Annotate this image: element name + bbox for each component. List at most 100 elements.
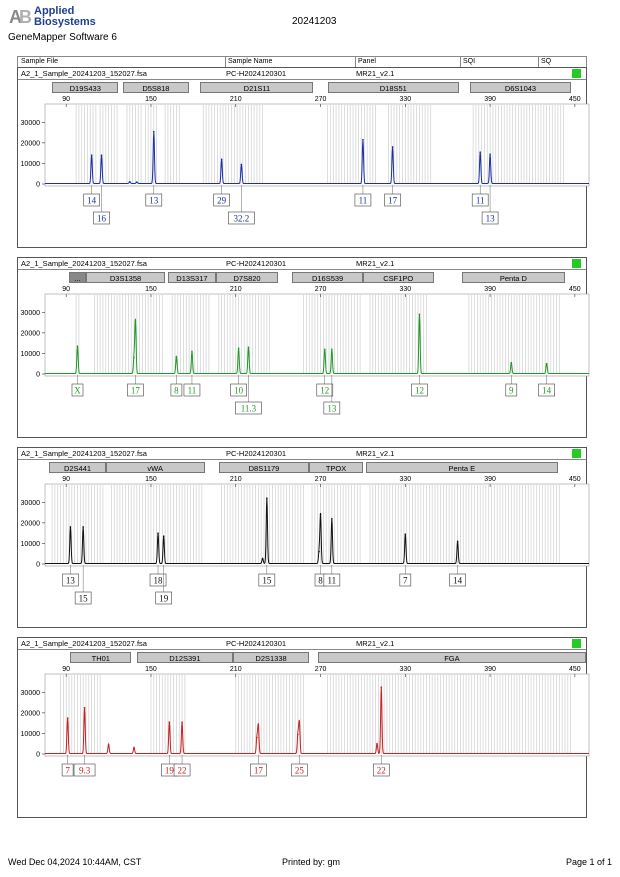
x-tick-label: 270: [314, 666, 327, 673]
allele-call[interactable]: 13: [323, 375, 341, 415]
marker-label[interactable]: CSF1PO: [362, 272, 434, 283]
marker-label[interactable]: D13S317: [167, 272, 216, 283]
marker-label[interactable]: FGA: [317, 652, 587, 663]
allele-call[interactable]: 12: [316, 375, 334, 397]
allele-call[interactable]: 22: [372, 755, 390, 777]
allele-call[interactable]: 11: [323, 565, 341, 587]
allele-call[interactable]: 9: [505, 375, 518, 397]
allele-call[interactable]: 32.2: [228, 185, 255, 225]
allele-call[interactable]: 9.3: [73, 755, 96, 777]
allele-call[interactable]: 7: [399, 565, 412, 587]
marker-label[interactable]: Penta D: [461, 272, 565, 283]
allele-call[interactable]: 15: [258, 565, 276, 587]
marker-label[interactable]: D19S433: [52, 82, 119, 93]
marker-label[interactable]: D5S818: [122, 82, 190, 93]
allele-call-label: 19: [165, 766, 175, 776]
marker-label[interactable]: D2S1338: [232, 652, 310, 663]
marker-label[interactable]: D21S11: [200, 82, 314, 93]
allele-bin-range: [75, 105, 97, 184]
allele-call[interactable]: 13: [145, 185, 163, 207]
allele-call[interactable]: 11: [354, 185, 372, 207]
marker-label[interactable]: TH01: [70, 652, 132, 663]
marker-label[interactable]: D2S441: [49, 462, 106, 473]
allele-call[interactable]: 17: [127, 375, 144, 397]
x-tick-label: 450: [569, 96, 581, 103]
allele-call[interactable]: 11: [183, 375, 201, 397]
marker-label[interactable]: ...: [69, 272, 86, 283]
allele-call[interactable]: 11: [471, 185, 489, 207]
column-sq: SQ: [541, 58, 552, 65]
peak-point: [175, 355, 178, 358]
y-tick-label: 10000: [21, 351, 41, 358]
allele-call[interactable]: 14: [538, 375, 555, 397]
peak-point: [66, 717, 69, 719]
marker-label[interactable]: D7S820: [215, 272, 279, 283]
allele-call[interactable]: 17: [384, 185, 401, 207]
sample-name: PC-H2024120301: [226, 449, 287, 458]
marker-label[interactable]: D16S539: [292, 272, 363, 283]
allele-call[interactable]: 16: [93, 185, 110, 225]
peak-point: [240, 163, 243, 166]
marker-label[interactable]: D18S51: [327, 82, 459, 93]
peak-point: [76, 345, 79, 348]
electropherogram-plot: 0 10000 20000 30000 X 17 8 11 10 11.3 12 13 12 9 14: [21, 293, 590, 415]
marker-label[interactable]: D6S1043: [470, 82, 571, 93]
peak-point: [323, 348, 326, 351]
allele-call[interactable]: 17: [250, 755, 267, 777]
x-tick-label: 210: [229, 286, 242, 293]
marker-label[interactable]: Penta E: [365, 462, 558, 473]
allele-call[interactable]: 12: [411, 375, 428, 397]
marker-label[interactable]: D12S391: [136, 652, 233, 663]
peak-point: [489, 153, 491, 155]
allele-call[interactable]: 25: [291, 755, 308, 777]
allele-call[interactable]: 7: [61, 755, 74, 777]
allele-call-label: 7: [65, 766, 70, 776]
y-tick-label: 20000: [21, 140, 41, 147]
x-tick-label: 330: [399, 666, 412, 673]
marker-label[interactable]: vWA: [105, 462, 205, 473]
allele-call-label: 15: [79, 594, 89, 604]
y-tick-label: 10000: [21, 161, 41, 168]
allele-call[interactable]: 14: [449, 565, 466, 587]
svg-text:A: A: [9, 7, 22, 26]
app-name: GeneMapper Software 6: [8, 32, 117, 43]
allele-call[interactable]: 8: [170, 375, 183, 397]
x-tick-label: 150: [145, 286, 157, 293]
electropherogram-panel-black: A2_1_Sample_20241203_152027.fsa PC-H20241…: [17, 447, 590, 628]
peak-point: [331, 348, 333, 351]
marker-label[interactable]: TPOX: [309, 462, 363, 473]
allele-call[interactable]: 13: [62, 565, 79, 587]
plot-frame: [44, 483, 590, 567]
sample-name: PC-H2024120301: [226, 69, 287, 78]
allele-call[interactable]: 22: [173, 755, 191, 777]
allele-call[interactable]: X: [71, 375, 84, 397]
peak-point: [128, 181, 131, 183]
allele-call[interactable]: 18: [149, 565, 167, 587]
allele-call-label: 9: [509, 386, 514, 396]
allele-call[interactable]: 11.3: [235, 375, 262, 415]
printed-date: Wed Dec 04,2024 10:44AM, CST: [8, 857, 142, 867]
peak-point: [100, 154, 103, 156]
peak-point: [134, 319, 137, 322]
y-tick-label: 0: [36, 752, 40, 759]
marker-label[interactable]: D3S1358: [85, 272, 166, 283]
allele-call[interactable]: 15: [74, 565, 92, 605]
allele-call[interactable]: 29: [213, 185, 230, 207]
x-tick-label: 90: [62, 666, 71, 673]
allele-call-label: 17: [254, 766, 263, 776]
y-tick-label: 0: [36, 562, 40, 569]
marker-label[interactable]: D8S1179: [218, 462, 310, 473]
peak-point: [404, 533, 407, 535]
signal-trace: [45, 497, 589, 564]
allele-call-label: 29: [217, 196, 227, 206]
allele-call[interactable]: 10: [230, 375, 247, 397]
allele-call[interactable]: 14: [83, 185, 100, 207]
printed-by: Printed by: gm: [282, 857, 341, 867]
allele-call[interactable]: 13: [481, 185, 499, 225]
allele-call[interactable]: 19: [155, 565, 172, 605]
allele-call-label: 13: [149, 196, 159, 206]
allele-bin-range: [327, 675, 571, 754]
peak-point: [181, 721, 183, 723]
allele-call-label: 14: [87, 196, 97, 206]
